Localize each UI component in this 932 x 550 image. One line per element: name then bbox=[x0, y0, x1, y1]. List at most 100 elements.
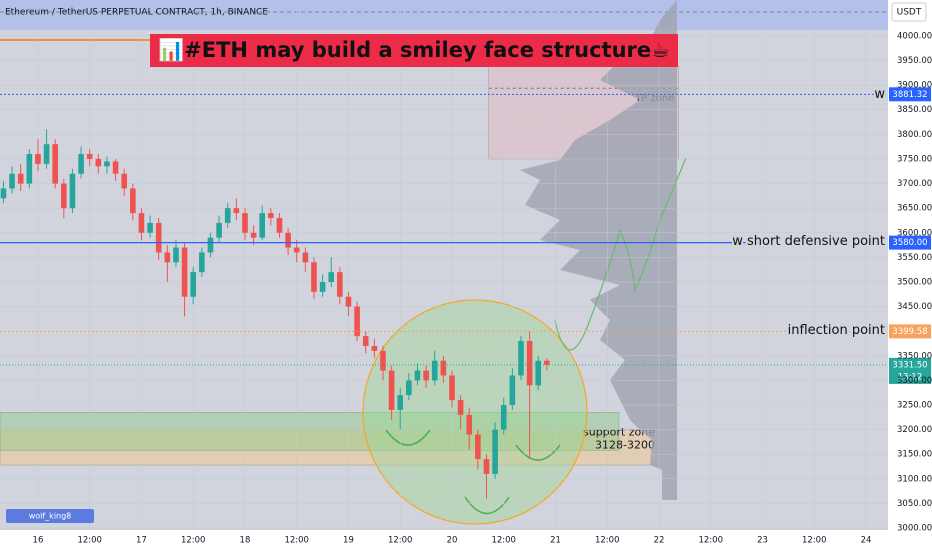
title: 📊#ETH may build a smiley face structure☕ bbox=[158, 37, 670, 62]
candle-body bbox=[337, 272, 343, 297]
candle-body bbox=[147, 222, 153, 233]
candle-body bbox=[138, 213, 145, 233]
zone-subtitle: 3128-3200 bbox=[595, 439, 655, 452]
x-tick-label: 24 bbox=[861, 536, 872, 546]
y-tick-label: 3650.00 bbox=[897, 204, 932, 214]
candle-body bbox=[224, 208, 231, 223]
candle-body bbox=[414, 370, 421, 381]
x-tick-label: 18 bbox=[240, 536, 251, 546]
candle-body bbox=[268, 213, 274, 219]
candle-body bbox=[483, 459, 490, 474]
x-tick-label: 12:00 bbox=[491, 536, 516, 546]
candle-body bbox=[406, 380, 412, 396]
level-label: w short defensive point bbox=[732, 234, 885, 249]
candle-body bbox=[43, 144, 50, 164]
candle-body bbox=[285, 232, 291, 248]
candle-body bbox=[216, 222, 222, 238]
x-tick-label: 12:00 bbox=[698, 536, 723, 546]
candle-body bbox=[449, 375, 455, 401]
candle-body bbox=[362, 336, 369, 346]
y-tick-label: 3350.00 bbox=[897, 351, 932, 361]
author: wolf_king8 bbox=[29, 512, 72, 521]
candle-body bbox=[302, 252, 309, 263]
eye bbox=[515, 444, 561, 461]
x-tick-label: 12:00 bbox=[77, 536, 102, 546]
candle-body bbox=[259, 213, 266, 238]
candle-body bbox=[17, 173, 24, 184]
candle-body bbox=[475, 434, 481, 460]
zone-label: support zone bbox=[583, 426, 655, 439]
level-label: inflection point bbox=[788, 323, 885, 338]
y-tick-label: 3550.00 bbox=[897, 253, 932, 263]
candle-body bbox=[518, 341, 524, 376]
candle-body bbox=[69, 173, 76, 209]
candle-body bbox=[9, 173, 15, 189]
price-tag-label: 3399.58 bbox=[892, 327, 927, 337]
candle-body bbox=[233, 208, 240, 214]
x-tick-label: 22 bbox=[654, 536, 665, 546]
y-tick-label: 3300.00 bbox=[897, 376, 932, 386]
candle-body bbox=[397, 395, 404, 410]
x-tick-label: 12:00 bbox=[284, 536, 309, 546]
header: Ethereum / TetherUS PERPETUAL CONTRACT, … bbox=[5, 8, 268, 18]
candle-body bbox=[276, 218, 283, 233]
level-label: w bbox=[874, 87, 885, 102]
candle-body bbox=[466, 414, 473, 435]
y-tick-label: 3150.00 bbox=[897, 450, 932, 460]
candle-body bbox=[121, 173, 128, 189]
mouth bbox=[464, 496, 510, 515]
price-tag bbox=[889, 87, 931, 102]
author-badge bbox=[6, 509, 94, 523]
x-tick-label: 16 bbox=[33, 536, 44, 546]
price-tag-label: 3580.00 bbox=[892, 238, 927, 248]
x-tick-label: 12:00 bbox=[595, 536, 620, 546]
candle-body bbox=[371, 345, 378, 351]
x-tick-label: 23 bbox=[757, 536, 768, 546]
y-tick-label: 3000.00 bbox=[897, 524, 932, 534]
candle-body bbox=[509, 375, 516, 406]
volume-profile bbox=[520, 0, 677, 500]
candle-body bbox=[319, 281, 326, 292]
y-tick-label: 3250.00 bbox=[897, 401, 932, 411]
currency-box bbox=[891, 2, 927, 22]
currency: USDT bbox=[897, 8, 922, 18]
candle-body bbox=[130, 188, 136, 214]
candle-body bbox=[380, 350, 386, 371]
candle-body bbox=[500, 405, 507, 430]
candle-body bbox=[112, 161, 119, 174]
x-tick-label: 12:00 bbox=[802, 536, 827, 546]
candle-body bbox=[345, 296, 352, 307]
candle-body bbox=[164, 252, 171, 263]
price-tag bbox=[889, 324, 931, 339]
top-band bbox=[0, 0, 888, 30]
candle-body bbox=[388, 370, 395, 410]
x-tick-label: 21 bbox=[550, 536, 561, 546]
smiley-face bbox=[362, 299, 588, 525]
time-axis bbox=[0, 530, 888, 550]
candle-body bbox=[293, 247, 300, 253]
y-tick-label: 4000.00 bbox=[897, 31, 932, 41]
y-tick-label: 3600.00 bbox=[897, 228, 932, 238]
candle-body bbox=[526, 341, 533, 386]
y-tick-label: 3100.00 bbox=[897, 474, 932, 484]
candle-body bbox=[535, 360, 542, 386]
y-tick-label: 3750.00 bbox=[897, 154, 932, 164]
candle-body bbox=[86, 154, 93, 159]
candle-body bbox=[207, 237, 214, 253]
zone bbox=[0, 429, 660, 466]
candle-body bbox=[52, 144, 59, 184]
candle-body bbox=[104, 161, 110, 167]
candle-body bbox=[78, 154, 84, 174]
green-band bbox=[0, 412, 620, 451]
y-tick-label: 3450.00 bbox=[897, 302, 932, 312]
eye bbox=[385, 429, 431, 446]
candle-body bbox=[328, 272, 335, 282]
y-tick-label: 3800.00 bbox=[897, 130, 932, 140]
x-tick-label: 12:00 bbox=[181, 536, 206, 546]
candle-body bbox=[26, 154, 33, 184]
candle-body bbox=[250, 232, 257, 238]
countdown: 13:12 bbox=[898, 372, 923, 382]
y-tick-label: 3850.00 bbox=[897, 105, 932, 115]
y-tick-label: 3700.00 bbox=[897, 179, 932, 189]
x-tick-label: 12:00 bbox=[388, 536, 413, 546]
